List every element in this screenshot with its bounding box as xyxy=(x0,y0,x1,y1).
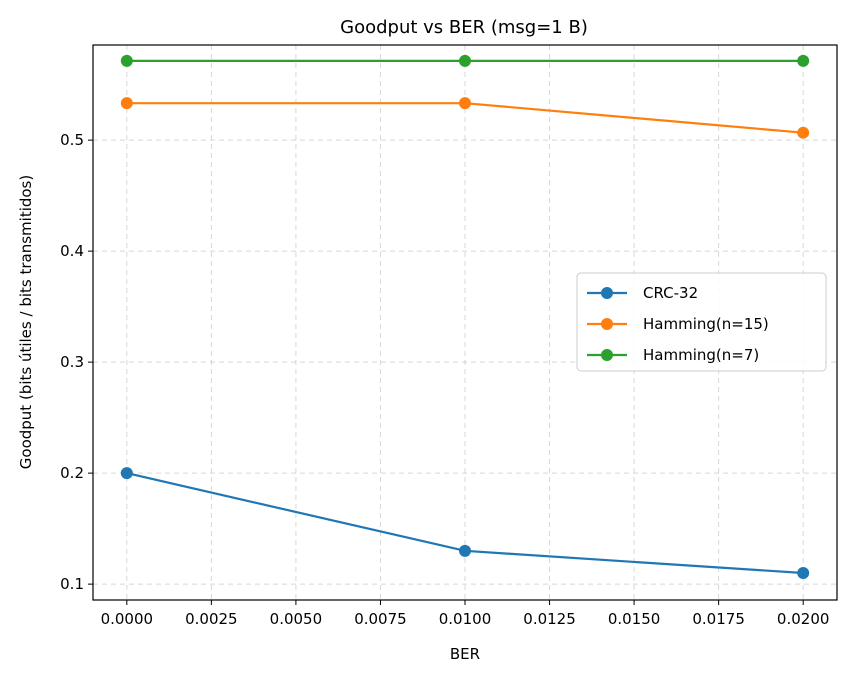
y-axis-label: Goodput (bits útiles / bits transmitidos… xyxy=(17,175,35,469)
legend: CRC-32 Hamming(n=15) Hamming(n=7) xyxy=(576,272,827,372)
data-point-hamming-n-15 xyxy=(120,97,133,110)
legend-marker xyxy=(601,318,613,330)
x-tick-label: 0.0175 xyxy=(692,610,745,628)
x-tick-label: 0.0000 xyxy=(101,610,154,628)
y-tick-label: 0.1 xyxy=(60,575,84,593)
data-point-hamming-n-7 xyxy=(120,54,133,67)
legend-box xyxy=(576,272,827,372)
x-axis-label: BER xyxy=(450,645,480,663)
x-tick-label: 0.0200 xyxy=(777,610,830,628)
data-point-hamming-n-15 xyxy=(459,97,471,110)
ticks: 0.0000 0.0025 0.0050 0.0075 0.0100 0.0125 0.01… xyxy=(60,131,829,628)
x-tick-label: 0.0050 xyxy=(270,610,323,628)
data-point-crc-32 xyxy=(459,544,471,557)
x-tick-label: 0.0075 xyxy=(354,610,407,628)
data-point-hamming-n-15 xyxy=(797,126,810,139)
series-layer xyxy=(120,54,810,580)
y-tick-label: 0.2 xyxy=(60,464,84,482)
x-tick-label: 0.0100 xyxy=(439,610,492,628)
x-tick-label: 0.0150 xyxy=(608,610,661,628)
data-point-crc-32 xyxy=(797,567,810,580)
legend-marker xyxy=(601,349,613,361)
x-tick-label: 0.0125 xyxy=(523,610,576,628)
data-point-crc-32 xyxy=(120,467,133,480)
legend-label: CRC-32 xyxy=(643,284,698,302)
y-tick-label: 0.5 xyxy=(60,131,84,149)
legend-marker xyxy=(601,287,613,299)
data-point-hamming-n-7 xyxy=(459,54,471,67)
legend-label: Hamming(n=7) xyxy=(643,346,759,364)
chart-title: Goodput vs BER (msg=1 B) xyxy=(340,17,588,38)
data-point-hamming-n-7 xyxy=(797,54,810,67)
y-tick-label: 0.4 xyxy=(60,242,84,260)
legend-label: Hamming(n=15) xyxy=(643,315,769,333)
y-tick-label: 0.3 xyxy=(60,353,84,371)
x-tick-label: 0.0025 xyxy=(185,610,238,628)
